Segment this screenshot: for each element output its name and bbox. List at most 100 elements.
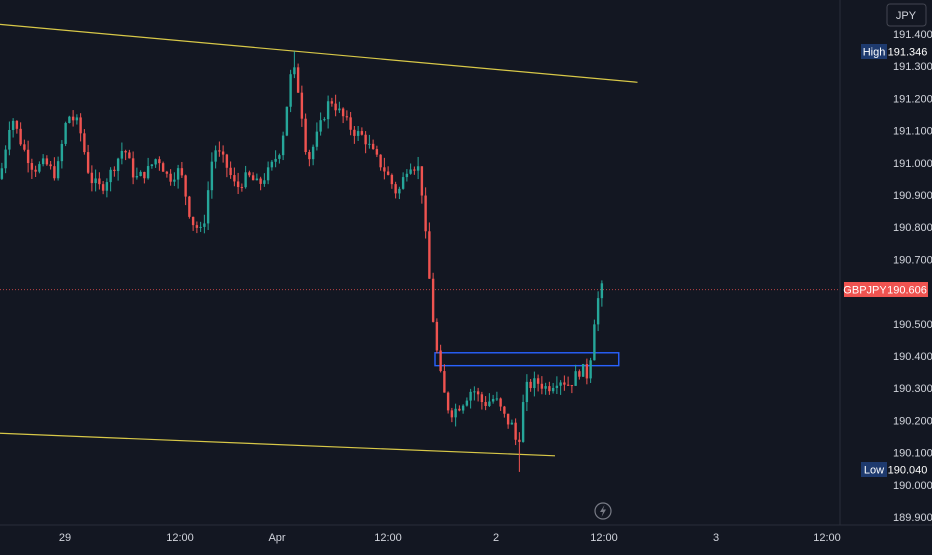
candle [150, 163, 154, 169]
candle [469, 388, 472, 409]
candle [499, 397, 502, 411]
candle-body [338, 108, 341, 111]
candle [518, 432, 521, 472]
candle [120, 142, 124, 165]
candle [484, 396, 487, 411]
candle [596, 291, 600, 332]
candle [495, 391, 499, 401]
candle-body [428, 231, 431, 279]
candle [521, 394, 525, 443]
candle-body [225, 154, 229, 168]
demand-zone-rectangle[interactable] [434, 352, 620, 367]
candle [458, 405, 461, 412]
candle-body [161, 163, 165, 172]
candle-body [26, 149, 30, 164]
candle [450, 407, 454, 423]
low-badge: Low 190.040 [861, 462, 928, 477]
resistance-trendline[interactable] [0, 23, 638, 83]
candle [274, 150, 277, 168]
candle-body [180, 168, 184, 176]
candle [480, 391, 484, 410]
candle-body [574, 371, 577, 386]
candle [229, 161, 232, 179]
candle [566, 376, 570, 386]
candle-body [278, 155, 281, 159]
candle [371, 139, 375, 150]
symbol-badge-label: GBPJPY [843, 285, 887, 297]
candle-body [236, 181, 240, 188]
candle [176, 164, 180, 189]
candle-body [593, 324, 596, 361]
candle [311, 144, 315, 166]
candle-body [11, 120, 15, 130]
candle [563, 375, 566, 391]
candle [431, 272, 435, 323]
candle [11, 118, 15, 138]
candle [529, 378, 532, 392]
currency-label: JPY [896, 10, 917, 22]
candle-body [458, 408, 461, 411]
candle-body [135, 176, 139, 178]
candle [506, 413, 510, 429]
time-axis[interactable]: 29 12:00 Apr 12:00 2 12:00 3 12:00 [59, 532, 841, 544]
candle-body [116, 158, 120, 172]
candle-body [353, 129, 356, 136]
candle [443, 364, 446, 393]
candle [386, 166, 390, 176]
candle-body [469, 391, 472, 401]
last-price-bg [886, 282, 928, 297]
candle-body [101, 184, 105, 191]
candle-body [311, 146, 315, 160]
candle [184, 174, 187, 206]
candle-body [570, 385, 574, 387]
candle-body [86, 152, 90, 173]
price-axis[interactable]: 191.400 191.300 191.200 191.100 191.000 190.9… [893, 29, 932, 524]
candle [293, 51, 296, 79]
candle-body [229, 167, 232, 176]
candle-body [559, 382, 562, 386]
candle-body [394, 184, 397, 194]
candle [330, 97, 334, 107]
candle [165, 170, 169, 178]
candles-layer [0, 51, 604, 472]
candle [169, 169, 172, 186]
candle [4, 145, 7, 174]
candle-body [383, 167, 386, 172]
candle [461, 404, 465, 414]
candle [296, 63, 300, 93]
candle [555, 376, 559, 395]
candle-body [521, 402, 525, 442]
candle [345, 110, 349, 121]
candle [56, 156, 60, 181]
candle-body [503, 406, 506, 414]
y-tick-label: 190.300 [893, 383, 932, 395]
candle-body [514, 422, 517, 440]
candle-body [274, 158, 277, 162]
candle-body [94, 178, 97, 184]
candle [135, 167, 139, 180]
candle-body [120, 150, 124, 159]
candle [323, 117, 326, 122]
high-badge-value: 191.346 [888, 47, 928, 59]
high-badge-label-bg [861, 44, 887, 59]
candle [71, 110, 75, 127]
currency-button[interactable]: JPY [886, 3, 927, 27]
candle-body [105, 182, 109, 191]
candle-body [191, 216, 195, 226]
candle [398, 186, 401, 200]
candle [86, 144, 90, 175]
candle-body [4, 149, 7, 169]
support-trendline[interactable] [0, 432, 556, 457]
candle [143, 171, 146, 184]
candle [105, 178, 109, 198]
candle-body [533, 378, 536, 389]
x-tick-label: 3 [713, 532, 719, 544]
candle-body [8, 129, 11, 150]
candle [248, 170, 251, 178]
candle-body [64, 122, 67, 144]
candle [488, 393, 491, 408]
candle [413, 166, 416, 175]
candle-body [555, 385, 559, 388]
lightning-icon[interactable] [594, 502, 612, 520]
